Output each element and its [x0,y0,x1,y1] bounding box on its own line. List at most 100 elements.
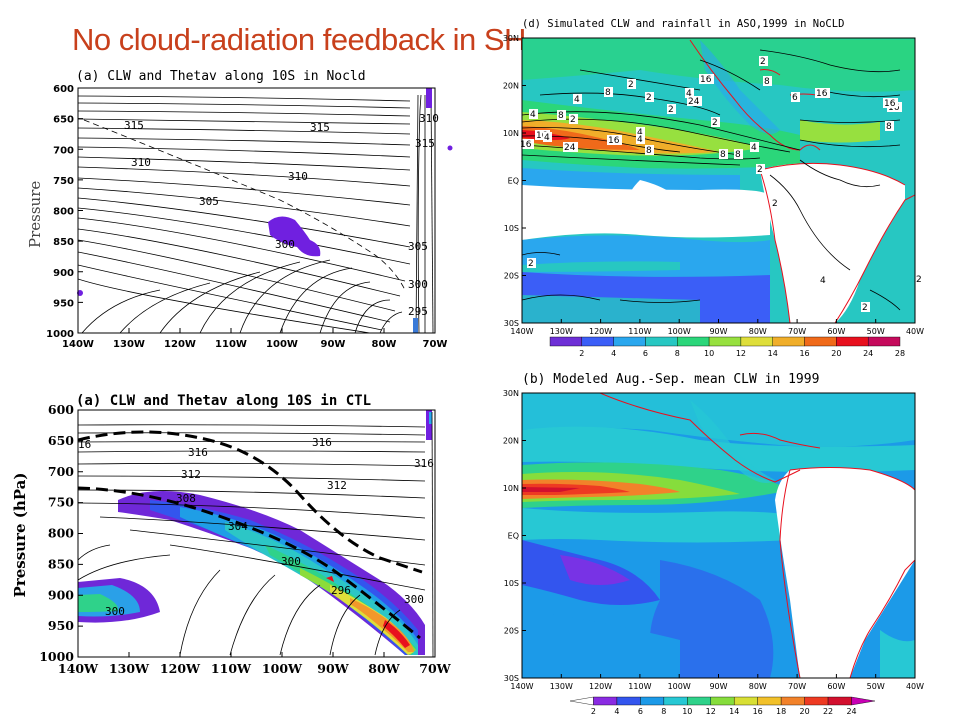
panel-ctl-cross-section: (a) CLW and Thetav along 10S in CTL Pres… [11,393,452,676]
y-tick-label: 20N [503,437,519,446]
contour-label: 310 [131,156,151,169]
contour-label: 8 [720,150,726,160]
x-tick-label: 140W [510,682,533,691]
colorbar-label: 10 [682,707,692,716]
x-tick-label: 70W [423,339,448,350]
contour-label-bg [573,94,582,104]
contour-label-bg [557,110,566,120]
contour-label-bg [791,92,800,102]
contour-label: 2 [628,80,634,90]
contour-label-bg [734,149,743,159]
contour-label: 8 [764,77,770,87]
contour-label: 2 [916,275,922,285]
contour-label: 296 [331,584,351,597]
y-tick-label: 700 [53,145,74,156]
y-tick-label: EQ [508,532,519,541]
y-tick-label: 30S [504,319,519,328]
contour-label-bg [756,164,765,174]
colorbar-swatch [687,696,711,706]
y-tick-label: 650 [48,433,74,448]
contour-label-bg [815,88,830,98]
contour-label-bg [763,76,772,86]
panel-1-ylabel: Pressure [26,181,44,248]
x-tick-label: 70W [788,682,806,691]
colorbar-swatch [804,336,837,347]
contour-label: 6 [792,93,798,103]
y-tick-label: EQ [508,177,519,186]
contour-label: 4 [686,89,692,99]
x-tick-label: 100W [262,661,303,676]
y-tick-label: 10N [503,129,519,138]
contour-label: 300 [105,605,125,618]
x-tick-label: 60W [827,327,845,336]
panel-3-colorbar: 2 4 6 8 10 12 14 16 20 24 28 [549,336,905,358]
x-tick-label: 140W [62,339,94,350]
contour-label-bg [687,96,702,106]
x-tick-label: 120W [589,327,612,336]
contour-label: 4 [530,110,536,120]
contour-label: 16 [700,75,712,85]
panel-clw-map: (b) Modeled Aug.-Sep. mean CLW in 1999 [503,372,924,716]
x-tick-label: 50W [867,327,885,336]
contour-label-bg [771,198,780,208]
colorbar-label: 24 [846,707,856,716]
colorbar-label: 6 [643,349,648,358]
y-tick-label: 800 [53,207,74,218]
panel-1-contour-labels: 315 315 310 310 310 315 305 300 305 300 … [124,112,439,318]
y-tick-label: 20S [504,627,519,636]
y-tick-label: 850 [48,556,74,571]
y-tick-label: 20N [503,82,519,91]
colorbar-swatch [827,696,852,706]
colorbar-swatch [734,696,758,706]
x-tick-label: 130W [113,339,145,350]
contour-label: 316 [414,457,434,470]
contour-label: 16 [816,89,828,99]
contour-label: 2 [772,199,778,209]
x-tick-label: 110W [215,339,247,350]
colorbar-swatch [851,696,876,706]
contour-label: 315 [124,119,144,132]
panel-1-clw-strip [426,88,432,108]
contour-label-bg [750,142,759,152]
contour-label: 8 [886,122,892,132]
colorbar-swatch [613,336,646,347]
contour-label: 300 [275,238,295,251]
y-tick-label: 900 [48,587,74,602]
x-tick-label: 140W [58,661,99,676]
x-tick-label: 100W [266,339,298,350]
contour-label-bg [883,98,898,108]
x-tick-label: 90W [709,682,727,691]
x-tick-label: 100W [668,682,691,691]
x-tick-label: 70W [788,327,806,336]
contour-label: 2 [862,303,868,313]
contour-label: 4 [637,135,643,145]
contour-label-bg [519,139,534,149]
colorbar-label: 12 [706,707,716,716]
contour-label: 16 [536,131,548,141]
contour-label-bg [543,132,552,142]
x-tick-label: 60W [827,682,845,691]
contour-label: 16 [78,438,91,451]
x-tick-label: 90W [709,327,727,336]
contour-label-bg [627,79,636,89]
panel-2-contour-labels: 16 316 316 316 312 312 308 304 300 296 3… [78,436,434,618]
colorbar-swatch [757,696,782,706]
panel-4-axes: 140W 130W 120W 110W 100W 90W 80W 70W 60W 50W 40W 30… [503,389,924,691]
colorbar-swatch [836,336,869,347]
contour-label: 310 [288,170,308,183]
y-tick-label: 850 [53,237,74,248]
panel-2-clw-fill [78,410,432,655]
y-tick-label: 600 [48,402,74,417]
contour-label-bg [667,104,676,114]
panel-3-contour-labels: 2484824162428616168161624224884162416842… [519,56,924,313]
colorbar-swatch [740,336,773,347]
slide-title: No cloud-radiation feedback in SH [72,22,526,57]
contour-label-bg [915,274,924,284]
contour-label: 4 [637,128,643,138]
panel-2-ylabel: Pressure (hPa) [11,473,29,598]
panel-2-dashed-lines [78,430,423,640]
panel-2-axes: 140W 130W 120W 110W 100W 90W 80W 70W 600 650 700 75… [39,402,451,676]
contour-label-bg [645,145,654,155]
x-tick-label: 130W [550,327,573,336]
contour-label: 2 [528,259,534,269]
